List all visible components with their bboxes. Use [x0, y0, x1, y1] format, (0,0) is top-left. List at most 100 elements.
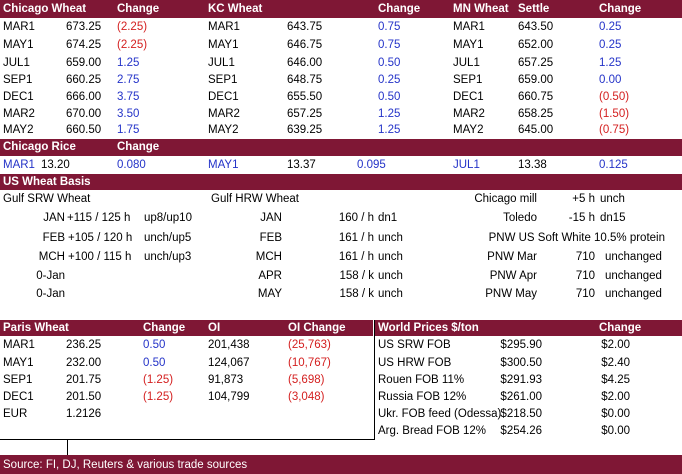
mn-change: (0.50) — [599, 91, 630, 103]
basis-header-bar: US Wheat Basis — [0, 174, 682, 190]
chicago-month: JUL1 — [3, 57, 30, 69]
mn-month: MAY2 — [453, 124, 484, 136]
paris-bottom-border — [0, 439, 375, 440]
paris-title: Paris Wheat — [3, 322, 69, 334]
chicago-price: 674.25 — [66, 39, 102, 51]
paris-world-divider — [374, 320, 375, 440]
hrw-value: 161 / h — [338, 251, 374, 263]
paris-oi-header: OI — [208, 322, 221, 334]
paris-price: 201.75 — [66, 374, 102, 386]
srw-month: MCH — [38, 251, 65, 263]
other-basis-label: PNW Mar — [487, 251, 537, 263]
srw-value: +115 / 125 h — [67, 212, 131, 224]
hrw-note: unch — [378, 288, 403, 300]
hrw-value: 158 / k — [339, 270, 374, 282]
rice-change: 0.125 — [599, 159, 628, 171]
world-label: US SRW FOB — [378, 339, 451, 351]
rice-change: 0.095 — [357, 159, 386, 171]
paris-change: 0.50 — [143, 357, 166, 369]
other-basis-value: 710 — [575, 251, 595, 263]
kc-change: 0.75 — [378, 21, 401, 33]
rice-change: 0.080 — [117, 159, 146, 171]
kc-change: 0.75 — [378, 39, 401, 51]
kc-change: 0.50 — [378, 91, 401, 103]
kc-change: 0.50 — [378, 57, 401, 69]
mn-change: (1.50) — [599, 108, 630, 120]
world-label: Ukr. FOB feed (Odessa) — [378, 408, 502, 420]
mn-change: 1.25 — [599, 57, 622, 69]
rice-price: 13.37 — [287, 159, 316, 171]
other-basis-note: unchanged — [605, 251, 662, 263]
mn-change: 0.25 — [599, 21, 622, 33]
futures-header-bar: Chicago Wheat Change KC Wheat Change MN … — [0, 0, 682, 18]
hrw-value: 161 / h — [338, 232, 374, 244]
world-price: $291.93 — [500, 374, 542, 386]
paris-oi-change: (10,767) — [288, 357, 331, 369]
mn-price: 658.25 — [518, 108, 554, 120]
rice-change-header: Change — [117, 141, 160, 153]
mn-month: JUL1 — [453, 57, 480, 69]
world-change: $2.00 — [601, 339, 630, 351]
world-price: $300.50 — [500, 357, 542, 369]
paris-change: 0.50 — [143, 339, 166, 351]
hrw-month: APR — [258, 270, 282, 282]
chicago-change: 2.75 — [117, 74, 140, 86]
other-basis-value: -15 h — [568, 212, 595, 224]
srw-month: 0-Jan — [36, 288, 65, 300]
paris-oi: 104,799 — [208, 391, 250, 403]
world-price: $218.50 — [500, 408, 542, 420]
kc-wheat-title: KC Wheat — [208, 3, 263, 15]
paris-oi: 91,873 — [208, 374, 244, 386]
world-title: World Prices $/ton — [378, 322, 479, 334]
paris-month: DEC1 — [3, 391, 34, 403]
kc-price: 655.50 — [287, 91, 323, 103]
chicago-month: DEC1 — [3, 91, 34, 103]
other-basis-value: +5 h — [572, 193, 595, 205]
chicago-price: 660.50 — [66, 124, 102, 136]
srw-note: unch/up3 — [144, 251, 192, 263]
paris-change: (1.25) — [143, 391, 174, 403]
world-change-header: Change — [599, 322, 642, 334]
footer-tick — [67, 439, 68, 455]
rice-month: MAY1 — [208, 159, 239, 171]
world-label: Arg. Bread FOB 12% — [378, 425, 487, 437]
chicago-price: 670.00 — [66, 108, 102, 120]
hrw-month: FEB — [259, 232, 282, 244]
chicago-price: 660.25 — [66, 74, 102, 86]
other-basis-label: Toledo — [503, 212, 537, 224]
kc-month: MAY2 — [208, 124, 239, 136]
hrw-note: dn1 — [378, 212, 398, 224]
paris-month: MAR1 — [3, 339, 35, 351]
footer-bar: Source: FI, DJ, Reuters & various trade … — [0, 455, 682, 474]
paris-oi-change-header: OI Change — [288, 322, 346, 334]
kc-price: 646.75 — [287, 39, 323, 51]
mn-change-header: Change — [599, 3, 642, 15]
rice-price: 13.20 — [41, 159, 70, 171]
hrw-note: unch — [378, 232, 403, 244]
chicago-price: 673.25 — [66, 21, 102, 33]
mn-month: MAR1 — [453, 21, 485, 33]
kc-month: MAY1 — [208, 39, 239, 51]
srw-value: +100 / 115 h — [68, 251, 132, 263]
mn-month: MAR2 — [453, 108, 485, 120]
rice-title: Chicago Rice — [3, 141, 76, 153]
mn-change: 0.00 — [599, 74, 622, 86]
hrw-month: MCH — [255, 251, 282, 263]
srw-month: JAN — [43, 212, 65, 224]
source-note: Source: FI, DJ, Reuters & various trade … — [3, 459, 248, 471]
kc-month: SEP1 — [208, 74, 238, 86]
rice-month: JUL1 — [453, 159, 480, 171]
hrw-month: MAY — [257, 288, 282, 300]
srw-note: unch/up5 — [144, 232, 192, 244]
mn-price: 643.50 — [518, 21, 554, 33]
chicago-month: MAR1 — [3, 21, 35, 33]
other-basis-note: dn15 — [600, 212, 626, 224]
hrw-header: Gulf HRW Wheat — [211, 193, 299, 205]
mn-change: 0.25 — [599, 39, 622, 51]
world-label: Russia FOB 12% — [378, 391, 467, 403]
mn-price: 645.00 — [518, 124, 554, 136]
paris-oi-change: (25,763) — [288, 339, 331, 351]
mn-price: 657.25 — [518, 57, 554, 69]
kc-month: JUL1 — [208, 57, 235, 69]
world-change: $0.00 — [601, 408, 630, 420]
